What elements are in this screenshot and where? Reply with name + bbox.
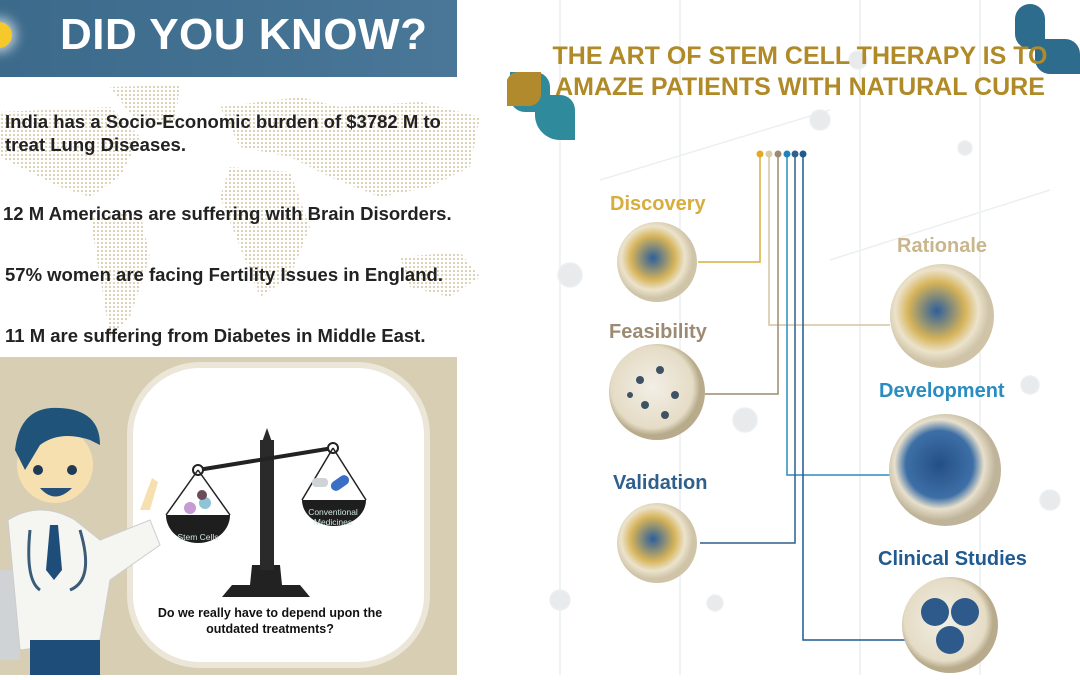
connector-dots bbox=[756, 150, 807, 158]
stage-feasibility: Feasibility bbox=[609, 321, 707, 343]
connector-lines bbox=[698, 154, 905, 641]
rationale-cell-image bbox=[890, 264, 994, 368]
clinical-studies-cell-image bbox=[902, 577, 998, 673]
did-you-know-panel: DID YOU KNOW? India has a Socio-Economic… bbox=[0, 0, 480, 680]
world-map-dotted bbox=[0, 85, 480, 337]
balance-scale-icon bbox=[165, 428, 367, 597]
lightbulb-icon bbox=[0, 22, 12, 48]
illustration-panel: Stem Cells Conventional Medicines bbox=[0, 357, 457, 680]
fact-lung: India has a Socio-Economic burden of $37… bbox=[5, 111, 441, 155]
question-text: Do we really have to depend upon the out… bbox=[157, 606, 383, 636]
decorative-shape-right bbox=[1015, 4, 1080, 74]
conventional-medicines-label: Conventional Medicines bbox=[302, 507, 364, 527]
stage-development: Development bbox=[879, 380, 1005, 402]
stem-cell-process-diagram bbox=[507, 0, 1080, 675]
speech-bubble bbox=[127, 362, 430, 668]
label-line: Medicines bbox=[313, 517, 353, 527]
main-title-line2: AMAZE PATIENTS WITH NATURAL CURE bbox=[555, 73, 1045, 101]
fact-fertility: 57% women are facing Fertility Issues in… bbox=[5, 264, 443, 285]
label-line: Conventional bbox=[308, 507, 358, 517]
discovery-cell-image bbox=[617, 222, 697, 302]
header-banner: DID YOU KNOW? bbox=[0, 0, 457, 77]
stem-cells-label: Stem Cells bbox=[177, 532, 219, 542]
doctor-icon bbox=[0, 407, 161, 680]
stage-validation: Validation bbox=[613, 472, 708, 494]
fact-brain: 12 M Americans are suffering with Brain … bbox=[3, 203, 452, 224]
development-cell-image bbox=[889, 414, 1001, 526]
stage-clinical-studies: Clinical Studies bbox=[878, 548, 1027, 570]
stage-rationale: Rationale bbox=[897, 235, 988, 257]
main-title-line1: THE ART OF STEM CELL THERAPY IS TO bbox=[552, 42, 1048, 70]
doctor-scale-illustration bbox=[0, 362, 430, 680]
page-title: DID YOU KNOW? bbox=[60, 10, 428, 59]
stage-discovery: Discovery bbox=[610, 193, 706, 215]
network-background bbox=[549, 0, 1061, 675]
fact-diabetes: 11 M are suffering from Diabetes in Midd… bbox=[5, 325, 426, 346]
feasibility-cell-image bbox=[609, 344, 705, 440]
validation-cell-image bbox=[617, 503, 697, 583]
